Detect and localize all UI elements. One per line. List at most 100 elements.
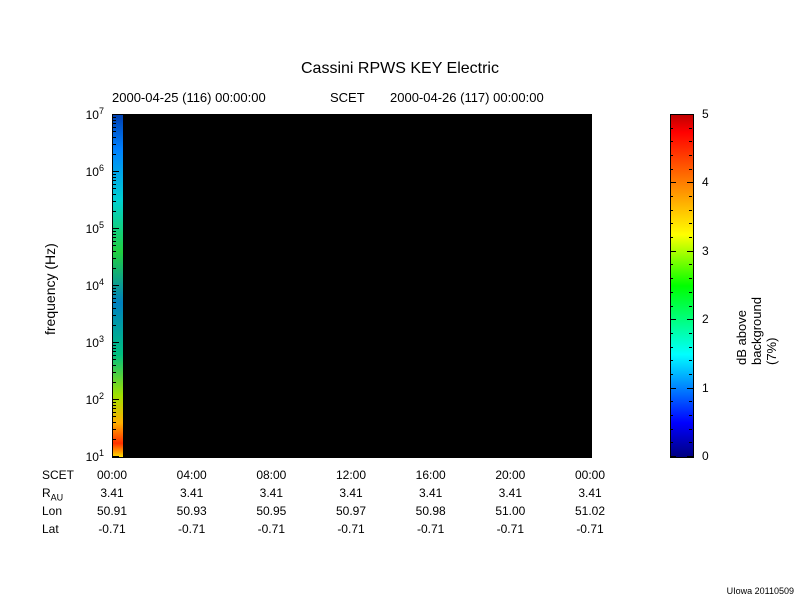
y-minor-tick [586,117,590,118]
y-minor-tick [112,154,116,155]
y-minor-tick [112,144,116,145]
chart-title: Cassini RPWS KEY Electric [0,60,800,78]
y-tick-mark [584,171,591,172]
y-minor-tick [586,245,590,246]
x-row-value: -0.71 [480,522,540,536]
y-tick-mark [584,399,591,400]
y-minor-tick [112,365,116,366]
x-minor-tick [152,114,153,118]
y-minor-tick [112,211,116,212]
y-minor-tick [586,211,590,212]
colorbar-tick-mark [670,251,676,252]
y-minor-tick [586,422,590,423]
x-minor-tick [570,453,571,457]
y-axis-label: frequency (Hz) [42,243,58,335]
colorbar-minor-tick [689,360,692,361]
colorbar-minor-tick [670,128,673,129]
spectrogram-plot [112,114,592,458]
x-minor-tick [371,453,372,457]
y-minor-tick [112,348,116,349]
y-tick-label: 103 [70,334,104,350]
x-minor-tick [550,114,551,118]
colorbar-minor-tick [670,155,673,156]
y-minor-tick [112,177,116,178]
y-minor-tick [112,308,116,309]
x-row-value: 3.41 [82,486,142,500]
y-minor-tick [586,174,590,175]
y-minor-tick [112,429,116,430]
y-minor-tick [586,123,590,124]
colorbar-minor-tick [670,264,673,265]
x-minor-tick [212,114,213,118]
x-row-value: 50.97 [321,504,381,518]
y-tick-mark [112,399,119,400]
colorbar-minor-tick [670,374,673,375]
y-tick-label: 105 [70,220,104,236]
x-minor-tick [411,114,412,118]
x-minor-tick [471,114,472,118]
x-row-value: 00:00 [82,468,142,482]
x-minor-tick [311,453,312,457]
x-tick-mark [192,450,193,457]
y-minor-tick [586,308,590,309]
colorbar-tick-mark [687,114,693,115]
x-tick-mark [590,450,591,457]
y-minor-tick [112,439,116,440]
x-minor-tick [172,114,173,118]
x-tick-mark [112,450,113,457]
y-minor-tick [586,291,590,292]
y-minor-tick [112,288,116,289]
y-minor-tick [586,355,590,356]
x-row-value: 3.41 [162,486,222,500]
x-minor-tick [451,453,452,457]
y-minor-tick [586,180,590,181]
x-tick-mark [351,114,352,121]
y-minor-tick [112,382,116,383]
colorbar-minor-tick [689,237,692,238]
colorbar-minor-tick [689,306,692,307]
x-row-value: 50.95 [241,504,301,518]
x-minor-tick [550,453,551,457]
y-minor-tick [586,345,590,346]
x-row-value: -0.71 [82,522,142,536]
colorbar-tick-mark [670,114,676,115]
x-minor-tick [232,114,233,118]
colorbar-minor-tick [689,155,692,156]
x-row-value: 16:00 [401,468,461,482]
y-minor-tick [112,184,116,185]
y-minor-tick [586,137,590,138]
colorbar-minor-tick [670,196,673,197]
colorbar-tick-mark [670,456,676,457]
x-minor-tick [232,453,233,457]
colorbar-minor-tick [689,292,692,293]
x-minor-tick [172,453,173,457]
y-minor-tick [586,188,590,189]
y-minor-tick [112,315,116,316]
x-minor-tick [311,114,312,118]
y-minor-tick [112,231,116,232]
y-minor-tick [586,365,590,366]
y-minor-tick [586,348,590,349]
x-row-value: 3.41 [321,486,381,500]
x-tick-mark [271,114,272,121]
x-tick-mark [192,114,193,121]
y-minor-tick [586,359,590,360]
colorbar-minor-tick [689,223,692,224]
x-row-value: 08:00 [241,468,301,482]
colorbar-minor-tick [689,128,692,129]
y-minor-tick [586,251,590,252]
colorbar-minor-tick [670,429,673,430]
colorbar-minor-tick [670,223,673,224]
x-row-value: 20:00 [480,468,540,482]
colorbar-tick-label: 1 [702,381,709,395]
chart-container: Cassini RPWS KEY Electric 2000-04-25 (11… [0,0,800,600]
x-row-value: 51.02 [560,504,620,518]
colorbar-minor-tick [689,442,692,443]
y-minor-tick [112,325,116,326]
y-minor-tick [586,302,590,303]
y-minor-tick [112,241,116,242]
x-row-value: -0.71 [560,522,620,536]
y-tick-label: 106 [70,163,104,179]
y-tick-label: 102 [70,391,104,407]
colorbar-tick-mark [687,251,693,252]
